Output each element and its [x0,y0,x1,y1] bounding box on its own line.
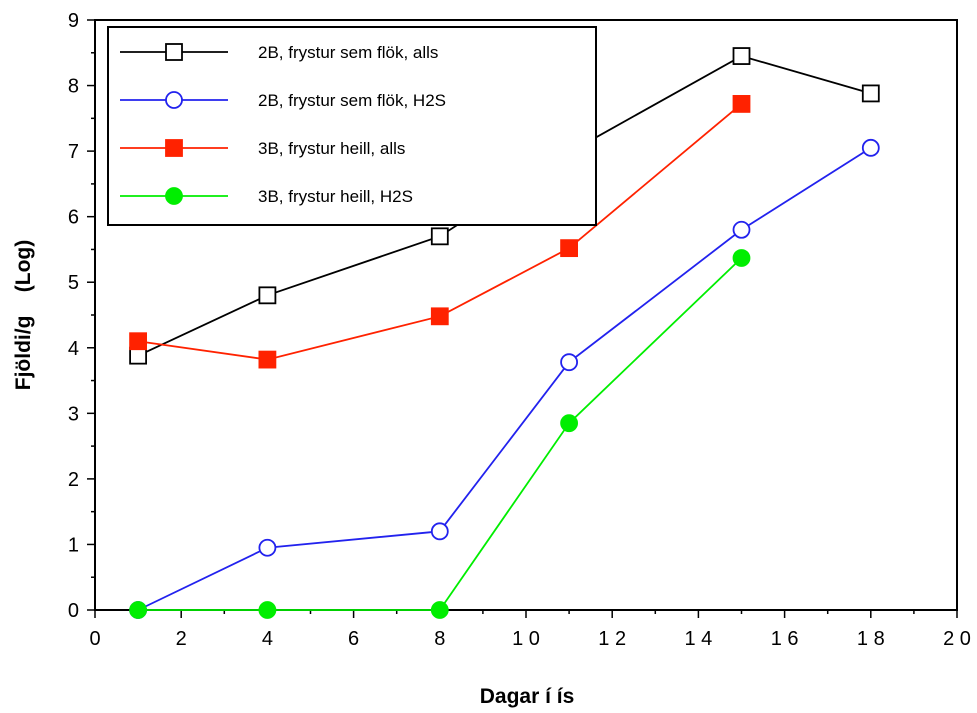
data-point-s2-4 [560,353,578,372]
legend-marker [165,187,183,205]
data-point-s3-5 [732,95,751,113]
y-tick-label: 2 [68,469,79,491]
y-tick-label: 5 [68,272,79,294]
x-axis: 0 2 4 6 8 1 0 1 2 1 4 1 6 1 8 2 0 [89,610,971,650]
legend-label: 3B, frystur heill, alls [258,139,405,158]
x-axis-title: Dagar í ís [480,685,575,708]
series-markers [129,47,880,619]
legend-label: 2B, frystur sem flök, H2S [258,91,446,110]
data-point-s3-3 [430,307,449,326]
data-point-s2-6 [861,138,880,157]
legend-marker [165,43,183,61]
data-point-s3-4 [560,239,578,258]
data-point-s2-5 [732,220,751,239]
x-tick-label: 6 [348,628,359,650]
x-tick-label: 8 [434,628,445,650]
legend: 2B, frystur sem flök, alls 2B, frystur se… [107,26,597,226]
y-tick-label: 8 [68,76,79,98]
x-tick-label: 1 2 [598,628,626,650]
y-axis: 0 1 2 3 4 5 6 7 8 9 [68,10,95,622]
x-tick-label: 1 8 [857,628,885,650]
data-point-s1-6 [861,84,880,103]
x-tick-label: 2 0 [943,628,971,650]
legend-label: 3B, frystur heill, H2S [258,187,413,206]
data-point-s1-2 [258,286,277,305]
x-tick-label: 4 [262,628,273,650]
legend-marker [165,91,183,109]
x-tick-label: 1 4 [684,628,712,650]
x-tick-label: 1 6 [771,628,799,650]
series-line-2 [137,147,872,611]
x-tick-label: 1 0 [512,628,540,650]
data-point-s4-3 [430,601,449,619]
y-tick-label: 9 [68,10,79,32]
data-point-s2-2 [258,538,277,557]
legend-label: 2B, frystur sem flök, alls [258,43,438,62]
x-tick-label: 0 [89,628,100,650]
data-point-s1-3 [430,227,449,246]
data-point-s3-1 [129,332,148,351]
y-tick-label: 1 [68,534,79,556]
data-point-s4-2 [258,601,277,619]
data-point-s4-5 [732,249,751,267]
data-point-s1-5 [732,47,751,65]
data-point-s2-3 [430,522,449,541]
data-point-s4-1 [129,601,148,619]
y-tick-label: 7 [68,141,79,163]
data-point-s3-2 [258,350,277,369]
y-tick-label: 6 [68,207,79,229]
y-tick-label: 3 [68,403,79,425]
legend-marker [165,139,183,157]
legend-box [107,26,597,226]
data-point-s4-4 [560,414,578,433]
y-axis-title: Fjöldi/g (Log) [12,240,35,390]
y-tick-label: 4 [68,338,79,360]
y-tick-label: 0 [68,600,79,622]
x-tick-label: 2 [176,628,187,650]
